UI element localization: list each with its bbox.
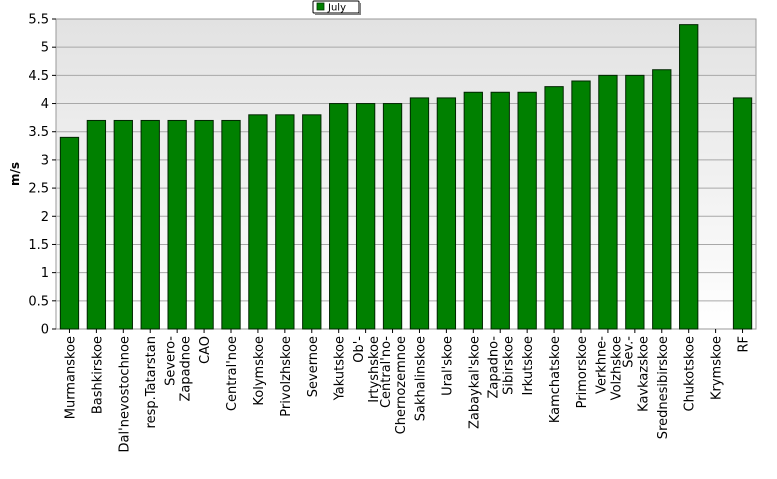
- x-tick-label: Zabaykal'skoe: [467, 336, 482, 429]
- y-tick-label: 0: [41, 323, 49, 338]
- x-tick-label: Sakhalinskoe: [414, 336, 429, 421]
- bar: [463, 91, 483, 330]
- x-tick-label: resp.Tatarstan: [144, 336, 159, 428]
- x-tick-label: Chukotskoe: [683, 336, 698, 411]
- x-tick-label: Ural'skoe: [440, 336, 455, 396]
- y-axis: 0 0.5 1 1.5 2 2.5 3 3.5 4 4.5 5 5.5: [28, 13, 56, 338]
- bar: [275, 114, 295, 330]
- bar: [140, 119, 160, 330]
- x-tick-label: Irkutskoe: [521, 336, 536, 395]
- x-tick-label: Zapadno-: [487, 336, 502, 399]
- bar: [113, 119, 133, 330]
- y-tick-label: 2.5: [28, 182, 49, 197]
- y-tick-label: 3: [41, 153, 49, 168]
- x-tick-label: Central'no-: [379, 336, 394, 408]
- x-tick-label: Kamchatskoe: [548, 336, 563, 423]
- bar: [625, 74, 645, 330]
- bar: [329, 103, 349, 330]
- x-tick-label: Irtyshskoe: [367, 336, 382, 403]
- y-tick-label: 1: [41, 266, 49, 281]
- x-tick-label: Ob'-: [352, 336, 367, 363]
- bar: [302, 114, 322, 330]
- bar: [221, 119, 241, 330]
- x-tick-label: Dal'nevostochnoe: [117, 336, 132, 452]
- y-tick-label: 5.5: [28, 13, 49, 28]
- x-tick-label: Severo-: [164, 336, 179, 386]
- x-tick-label: Yakutskoe: [333, 336, 348, 401]
- x-tick-label: Primorskoe: [575, 336, 590, 408]
- bar: [517, 91, 537, 330]
- bar: [679, 24, 699, 330]
- x-tick-label: CAO: [198, 336, 213, 364]
- bar: [167, 119, 187, 330]
- bar: [732, 97, 753, 330]
- legend-label: July: [327, 3, 346, 14]
- y-tick-label: 4.5: [28, 69, 49, 84]
- x-tick-label: Severnoe: [306, 336, 321, 397]
- legend[interactable]: July: [312, 0, 361, 15]
- x-tick-label: Central'noe: [225, 336, 240, 411]
- x-tick-label: Sibirskoe: [502, 336, 517, 395]
- bar: [409, 97, 430, 330]
- x-tick-label: Kavkazskoe: [636, 336, 651, 412]
- bar: [544, 86, 564, 330]
- x-tick-label: Verkhne-: [594, 336, 609, 394]
- x-tick-label: Bashkirskoe: [90, 336, 105, 414]
- x-tick-label: Zapadnoe: [179, 336, 194, 402]
- y-axis-label: m/s: [8, 162, 22, 186]
- bar: [355, 103, 376, 330]
- x-tick-label: RF: [737, 336, 752, 353]
- bars: [59, 24, 753, 330]
- bar: [436, 97, 457, 330]
- bar: [86, 119, 107, 330]
- bar: [248, 114, 268, 330]
- plot-area: [55, 18, 757, 330]
- x-axis: Murmanskoe Bashkirskoe Dal'nevostochnoe res…: [64, 329, 752, 452]
- bar: [652, 69, 672, 330]
- bar: [598, 74, 618, 330]
- bar: [194, 119, 214, 330]
- legend-swatch: [316, 2, 325, 11]
- x-tick-label: Srednesibirskoe: [656, 336, 671, 439]
- y-tick-label: 0.5: [28, 294, 49, 309]
- x-tick-label: Krymskoe: [710, 336, 725, 400]
- y-tick-label: 5: [41, 41, 49, 56]
- y-tick-label: 3.5: [28, 125, 49, 140]
- y-tick-label: 2: [41, 210, 49, 225]
- bar: [382, 103, 403, 330]
- bar: [490, 91, 510, 330]
- y-tick-label: 4: [41, 97, 49, 112]
- x-tick-label: Volzhskoe: [609, 336, 624, 400]
- bar: [571, 80, 591, 330]
- x-tick-label: Sev.-: [621, 336, 636, 368]
- bar: [59, 136, 80, 330]
- x-tick-label: Privolzhskoe: [279, 336, 294, 417]
- y-tick-label: 1.5: [28, 238, 49, 253]
- x-tick-label: Murmanskoe: [64, 336, 79, 419]
- x-tick-label: Kolymskoe: [252, 336, 267, 406]
- x-tick-label: Chernozemnoe: [394, 336, 409, 434]
